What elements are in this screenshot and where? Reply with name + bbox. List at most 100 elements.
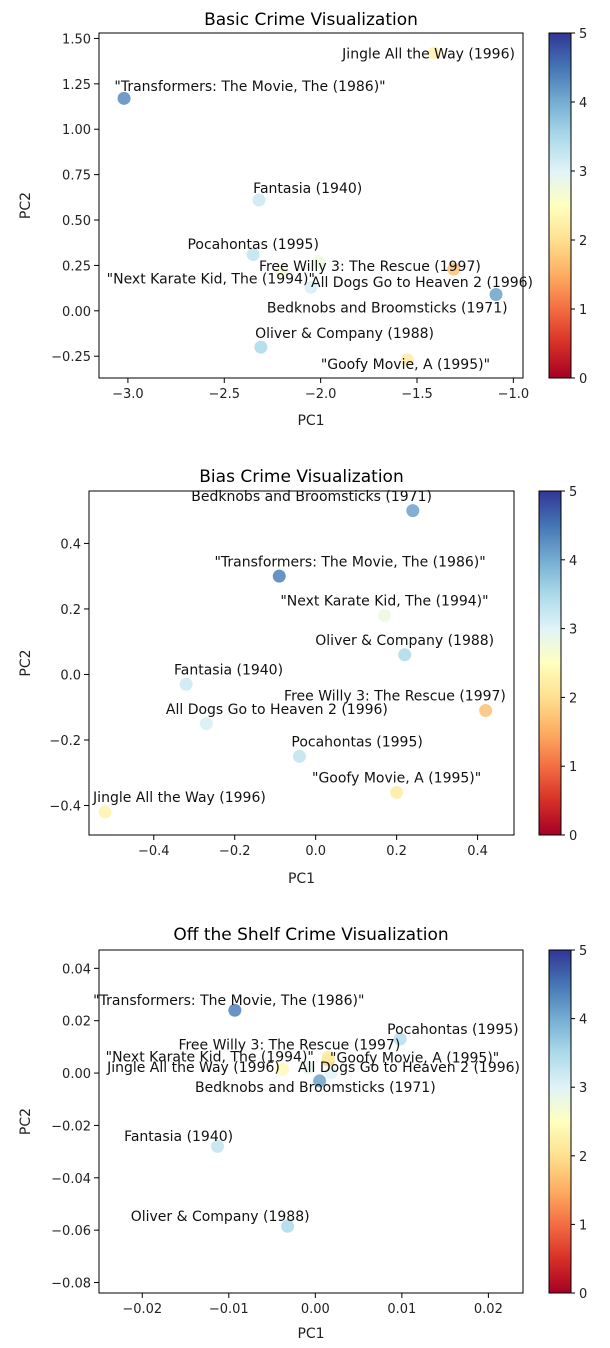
colorbar-tick-label: 2 — [569, 691, 577, 706]
colorbar-tick-label: 4 — [579, 1013, 587, 1028]
point-label: Oliver & Company (1988) — [255, 326, 434, 342]
y-tick-label: 0.0 — [60, 668, 81, 683]
plot-frame — [98, 949, 524, 1294]
scatter-point — [324, 1066, 338, 1080]
point-label: Oliver & Company (1988) — [131, 1209, 310, 1225]
colorbar-frame — [538, 490, 562, 836]
y-tick-label: −0.2 — [49, 734, 81, 749]
point-label: Fantasia (1940) — [253, 181, 362, 197]
x-tick-label: −2.0 — [305, 387, 337, 402]
x-tick-label: 0.00 — [301, 1302, 330, 1317]
x-tick-label: −0.4 — [138, 844, 170, 859]
point-label: Jingle All the Way (1996) — [92, 790, 266, 806]
y-axis-label: PC2 — [18, 192, 34, 219]
point-label: Pocahontas (1995) — [291, 735, 422, 751]
scatter-point — [393, 1032, 407, 1046]
y-tick-label: 0.50 — [62, 214, 91, 229]
chart-title: Bias Crime Visualization — [199, 467, 403, 487]
point-label: "Goofy Movie, A (1995)" — [321, 357, 490, 373]
scatter-point — [275, 1062, 289, 1076]
point-label: Pocahontas (1995) — [187, 237, 318, 253]
point-label: "Next Karate Kid, The (1994)" — [106, 1049, 314, 1065]
y-tick-label: 0.2 — [60, 603, 81, 618]
colorbar-tick-label: 0 — [579, 372, 587, 387]
scatter-point — [447, 262, 461, 276]
scatter-point — [321, 1050, 335, 1064]
colorbar-tick-label: 4 — [579, 96, 587, 111]
point-label: Free Willy 3: The Rescue (1997) — [178, 1037, 400, 1053]
scatter-point — [398, 648, 412, 662]
x-tick-label: 0.2 — [386, 844, 407, 859]
colorbar-tick-label: 3 — [569, 623, 577, 638]
y-tick-label: −0.08 — [51, 1277, 91, 1292]
y-tick-label: 0.75 — [62, 169, 91, 184]
point-label: "Goofy Movie, A (1995)" — [330, 1051, 499, 1067]
x-tick-label: −1.5 — [401, 387, 433, 402]
x-tick-label: 0.0 — [305, 844, 326, 859]
y-tick-label: −0.04 — [51, 1172, 91, 1187]
colorbar-tick-label: 1 — [579, 303, 587, 318]
scatter-point — [479, 704, 493, 718]
point-label: "Goofy Movie, A (1995)" — [312, 771, 481, 787]
scatter-point — [246, 248, 260, 262]
scatter-point — [400, 353, 414, 367]
y-tick-label: 1.50 — [62, 32, 91, 47]
point-label: "Transformers: The Movie, The (1986)" — [214, 554, 485, 570]
point-label: Jingle All the Way (1996) — [106, 1060, 280, 1076]
x-axis-label: PC1 — [297, 413, 324, 429]
colorbar-tick-label: 0 — [569, 829, 577, 844]
plot-frame — [98, 32, 524, 379]
y-tick-label: 0.02 — [62, 1015, 91, 1030]
colorbar-tick-label: 3 — [579, 1081, 587, 1096]
colorbar-tick-label: 5 — [579, 944, 587, 959]
point-label: "Transformers: The Movie, The (1986)" — [114, 79, 385, 95]
colorbar-tick-label: 5 — [569, 485, 577, 500]
scatter-point — [304, 280, 318, 294]
scatter-point — [179, 677, 193, 691]
chart-title: Off the Shelf Crime Visualization — [173, 925, 448, 945]
scatter-point — [313, 1074, 327, 1088]
colorbar-tick-label: 1 — [569, 760, 577, 775]
point-label: "Next Karate Kid, The (1994)" — [107, 272, 315, 288]
colorbar-tick-label: 5 — [579, 27, 587, 42]
point-label: All Dogs Go to Heaven 2 (1996) — [311, 275, 533, 291]
chart-panel-2: Bias Crime Visualization −0.4 −0.2 0.0 0.2 0.… — [18, 467, 577, 887]
chart-title: Basic Crime Visualization — [204, 10, 418, 30]
point-label: "Transformers: The Movie, The (1986)" — [93, 993, 364, 1009]
point-label: Pocahontas (1995) — [387, 1022, 518, 1038]
y-tick-label: −0.25 — [51, 350, 91, 365]
y-tick-label: −0.4 — [49, 800, 81, 815]
point-label: Bedknobs and Broomsticks (1971) — [191, 489, 432, 505]
point-label: Fantasia (1940) — [124, 1129, 233, 1145]
colorbar-tick-label: 1 — [579, 1218, 587, 1233]
scatter-point — [117, 91, 131, 105]
y-axis-label: PC2 — [18, 1108, 34, 1135]
scatter-point — [254, 340, 268, 354]
point-label: All Dogs Go to Heaven 2 (1996) — [166, 702, 388, 718]
x-axis-label: PC1 — [288, 871, 315, 887]
x-tick-label: −0.2 — [219, 844, 251, 859]
scatter-point — [390, 785, 404, 799]
y-tick-label: −0.02 — [51, 1119, 91, 1134]
colorbar-tick-label: 2 — [579, 234, 587, 249]
point-label: "Next Karate Kid, The (1994)" — [280, 594, 488, 610]
scatter-point — [377, 608, 391, 622]
y-tick-label: −0.06 — [51, 1224, 91, 1239]
scatter-point — [312, 255, 326, 269]
y-tick-label: 0.25 — [62, 259, 91, 274]
colorbar-tick-label: 4 — [569, 554, 577, 569]
scatter-point — [98, 805, 112, 819]
point-label: Bedknobs and Broomsticks (1971) — [267, 301, 508, 317]
point-label: Bedknobs and Broomsticks (1971) — [195, 1080, 436, 1096]
chart-panel-3: Off the Shelf Crime Visualization −0.02 −0… — [18, 925, 587, 1342]
colorbar-tick-label: 2 — [579, 1150, 587, 1165]
scatter-point — [301, 1061, 315, 1075]
colorbar-tick-label: 0 — [579, 1287, 587, 1302]
colorbar-tick-label: 3 — [579, 165, 587, 180]
point-label: Free Willy 3: The Rescue (1997) — [284, 689, 506, 705]
colorbar-frame — [548, 32, 572, 379]
x-tick-label: 0.4 — [467, 844, 488, 859]
point-label: All Dogs Go to Heaven 2 (1996) — [298, 1060, 520, 1076]
x-tick-label: −0.01 — [209, 1302, 249, 1317]
chart-panel-1: Basic Crime Visualization −3.0 −2.5 −2.0 −1.… — [18, 10, 587, 429]
